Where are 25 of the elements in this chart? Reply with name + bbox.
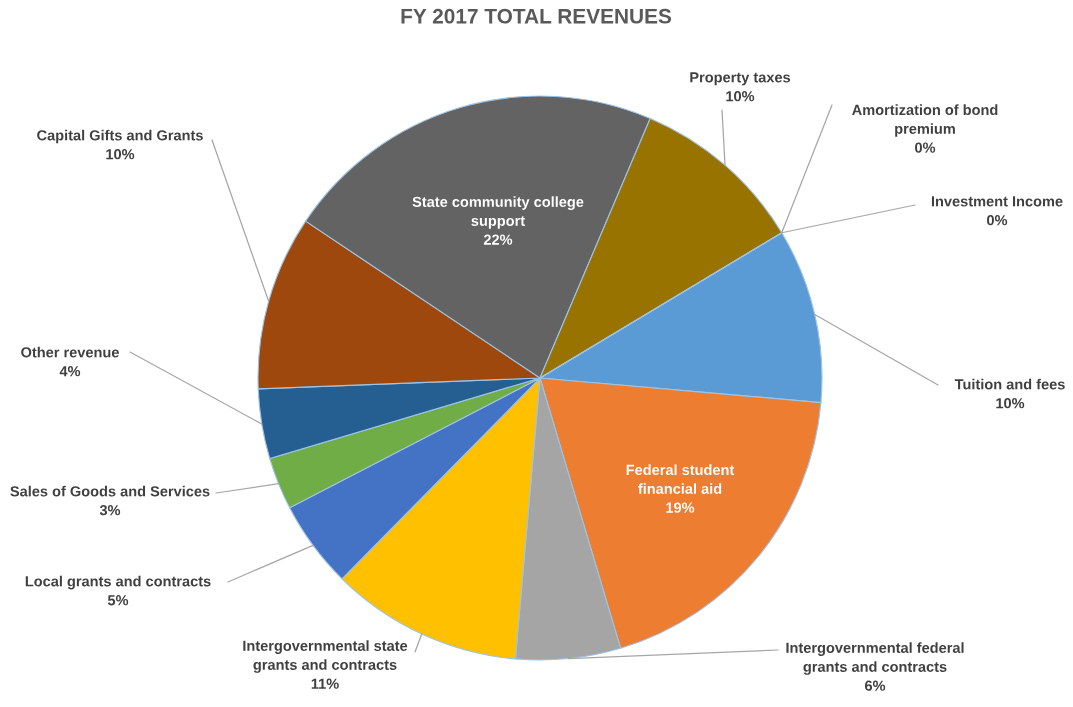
data-label: 19% bbox=[666, 502, 695, 513]
data-label: 3% bbox=[99, 505, 121, 516]
data-label: 10% bbox=[996, 398, 1025, 409]
slice-label: Other revenue bbox=[21, 346, 119, 358]
slice-label: Tuition and fees bbox=[954, 378, 1065, 390]
slice-label: Property taxes bbox=[690, 72, 791, 86]
data-label: 10% bbox=[726, 91, 755, 102]
slice-label: State community college support bbox=[412, 196, 584, 229]
category-label: Amortization of bond premium bbox=[852, 104, 998, 137]
data-label: 10% bbox=[106, 149, 135, 160]
category-label: Investment Income bbox=[931, 196, 1063, 207]
data-label: 22% bbox=[483, 234, 513, 245]
data-label: 6% bbox=[864, 680, 886, 691]
slice-label: Intergovernmental state grants and contracts bbox=[243, 640, 408, 673]
chart-title: FY 2017 TOTAL REVENUES bbox=[401, 8, 672, 24]
text: 0% bbox=[987, 215, 1008, 226]
slice-label: Federal student financial aid bbox=[626, 464, 735, 494]
data-label: 4% bbox=[59, 366, 81, 377]
slice-label: Local grants and contracts bbox=[25, 575, 211, 590]
data-label: 11% bbox=[311, 678, 339, 689]
slice-label: Sales of Goods and Services bbox=[10, 485, 210, 497]
slice-label: Intergovernmental federal grants and contracts bbox=[786, 642, 964, 675]
data-label: 5% bbox=[107, 595, 129, 606]
slice-label: Capital Gifts and Grants bbox=[37, 129, 203, 144]
text: 0% bbox=[915, 142, 936, 153]
